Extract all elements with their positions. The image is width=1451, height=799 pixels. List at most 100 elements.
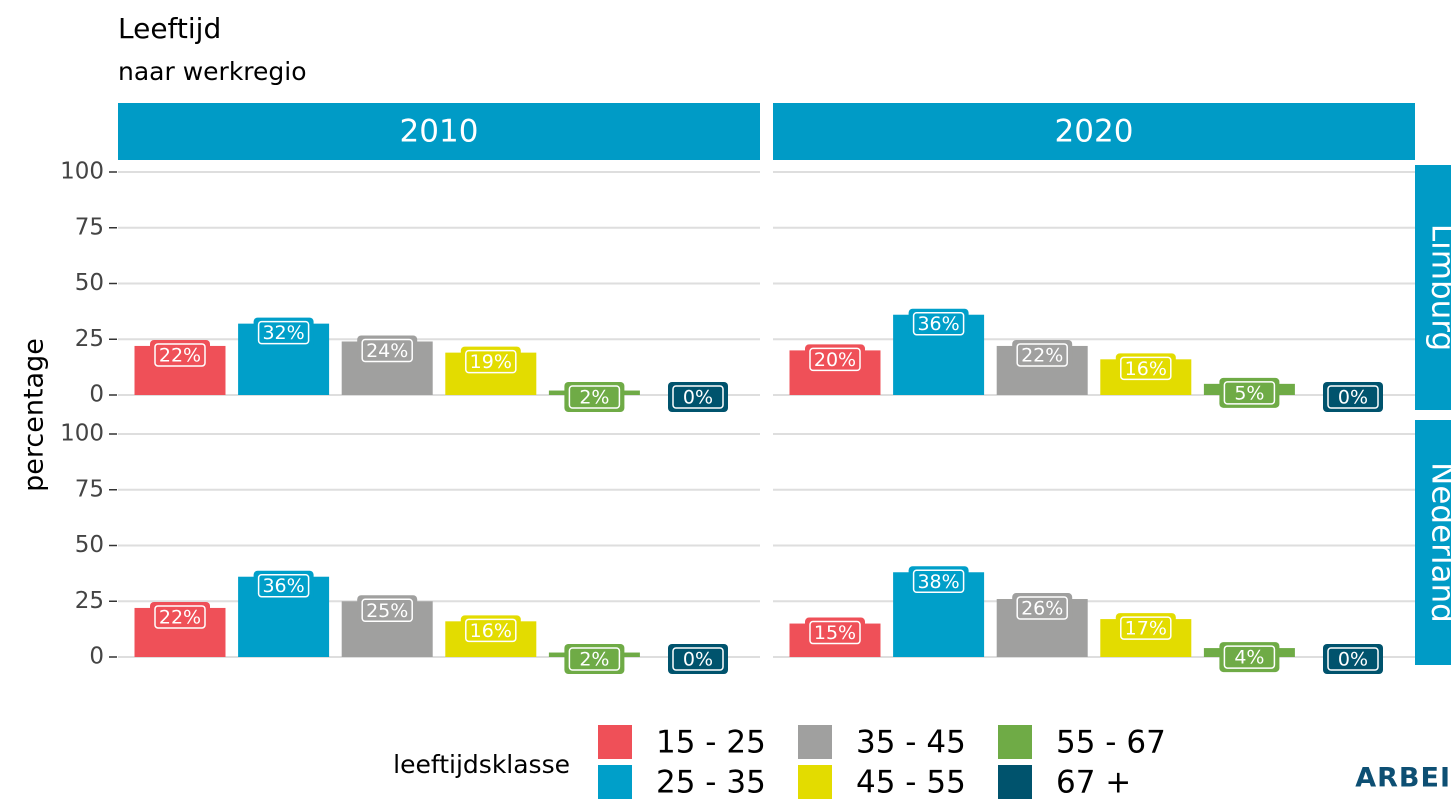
- value-label-box: [564, 382, 625, 412]
- value-label-border: [1120, 616, 1172, 640]
- value-label-border: [568, 385, 621, 409]
- value-label-box: [1012, 593, 1073, 624]
- value-label-box: [1012, 339, 1073, 370]
- value-label-box: [253, 317, 314, 348]
- y-tick-label: 25: [75, 326, 104, 352]
- value-label-box: [1115, 613, 1176, 644]
- value-label-border: [1120, 356, 1172, 381]
- legend-swatch: [598, 765, 632, 799]
- value-label-box: [805, 617, 865, 648]
- value-label-border: [257, 573, 310, 598]
- facet-strip-label: Limburg: [1425, 224, 1451, 351]
- value-label: 4%: [1234, 647, 1264, 669]
- facet-strip: [1415, 420, 1451, 665]
- value-label-border: [912, 311, 965, 336]
- y-tick-label: 25: [75, 588, 104, 614]
- value-label: 16%: [1125, 358, 1167, 380]
- value-label: 22%: [1021, 344, 1063, 366]
- value-label: 2%: [579, 387, 609, 409]
- legend-swatch: [998, 765, 1032, 799]
- value-label: 36%: [262, 575, 304, 597]
- value-label-box: [357, 595, 418, 626]
- facet-strip: [1415, 165, 1451, 410]
- value-label-box: [908, 308, 969, 339]
- value-label-box: [357, 335, 418, 366]
- value-label: 22%: [159, 606, 201, 628]
- facet-strip: [118, 103, 760, 160]
- value-label-box: [805, 344, 865, 375]
- value-label-border: [465, 349, 517, 374]
- value-label-border: [361, 338, 413, 363]
- value-label: 0%: [1338, 649, 1368, 671]
- value-label-box: [1323, 382, 1383, 412]
- value-label: 17%: [1125, 618, 1167, 640]
- value-label: 25%: [366, 600, 408, 622]
- value-label: 0%: [683, 387, 713, 409]
- y-tick-label: 75: [75, 476, 104, 502]
- y-tick-label: 0: [89, 644, 104, 670]
- facet-strip-label: 2010: [400, 114, 479, 150]
- value-label-border: [912, 569, 965, 594]
- value-label-border: [568, 647, 621, 671]
- legend-label: 25 - 35: [656, 765, 766, 799]
- value-label-border: [1223, 381, 1276, 405]
- value-label: 26%: [1021, 598, 1063, 620]
- value-label-box: [150, 339, 210, 370]
- y-tick-label: 75: [75, 214, 104, 240]
- value-label-box: [668, 644, 728, 674]
- value-label-box: [1323, 644, 1383, 674]
- value-label-border: [1016, 343, 1068, 367]
- value-label: 16%: [470, 620, 512, 642]
- value-label-box: [150, 601, 210, 632]
- value-label-border: [154, 343, 206, 367]
- value-label-box: [1219, 377, 1280, 408]
- value-label: 22%: [159, 344, 201, 366]
- value-label-border: [257, 320, 310, 345]
- legend-label: 55 - 67: [1056, 725, 1166, 761]
- value-label-border: [154, 605, 206, 629]
- facet-strip: [773, 103, 1415, 160]
- value-label: 20%: [814, 349, 856, 371]
- value-label-box: [668, 382, 728, 412]
- value-label-box: [1219, 642, 1280, 673]
- value-label: 5%: [1234, 382, 1264, 404]
- y-tick-label: 50: [75, 532, 104, 558]
- legend-swatch: [798, 765, 832, 799]
- value-label-box: [460, 615, 521, 646]
- legend-swatch: [798, 725, 832, 759]
- value-label-box: [460, 346, 521, 377]
- y-tick-label: 50: [75, 270, 104, 296]
- value-label: 15%: [814, 622, 856, 644]
- logo: ARBEI: [1355, 763, 1451, 794]
- y-tick-label: 100: [60, 421, 104, 447]
- chart-title: Leeftijd: [118, 12, 221, 45]
- value-label-border: [1327, 647, 1379, 671]
- value-label-box: [908, 566, 969, 597]
- value-label: 32%: [262, 322, 304, 344]
- value-label-border: [672, 647, 724, 671]
- value-label-border: [1016, 596, 1068, 620]
- value-label: 24%: [366, 340, 408, 362]
- value-label-box: [1115, 353, 1176, 384]
- value-label: 36%: [917, 313, 959, 335]
- legend-title: leeftijdsklasse: [393, 750, 570, 779]
- value-label: 0%: [683, 649, 713, 671]
- value-label: 0%: [1338, 387, 1368, 409]
- legend-swatch: [598, 725, 632, 759]
- value-label-border: [809, 347, 861, 372]
- facet-strip-label: 2020: [1055, 114, 1134, 150]
- value-label-border: [465, 618, 517, 643]
- chart-subtitle: naar werkregio: [118, 57, 307, 86]
- value-label-border: [809, 620, 861, 645]
- value-label-border: [1223, 645, 1276, 669]
- legend-label: 15 - 25: [656, 725, 766, 761]
- value-label-border: [361, 598, 413, 622]
- legend-label: 35 - 45: [856, 725, 966, 761]
- value-label-box: [253, 570, 314, 601]
- value-label-border: [672, 385, 724, 409]
- y-tick-label: 0: [89, 382, 104, 408]
- value-label: 38%: [917, 571, 959, 593]
- value-label: 19%: [470, 351, 512, 373]
- legend-swatch: [998, 725, 1032, 759]
